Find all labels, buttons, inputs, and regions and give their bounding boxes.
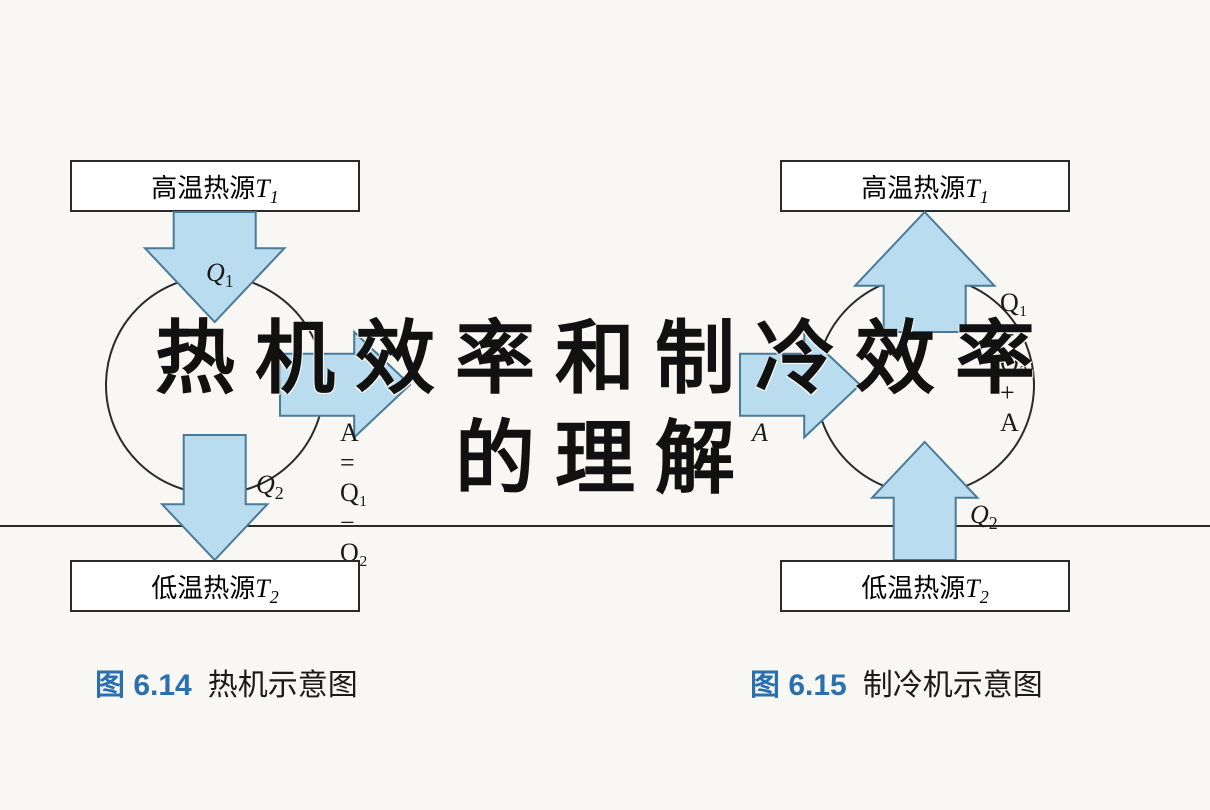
work-equation-label: A = Q₁ − Q₂	[340, 418, 368, 568]
hot-reservoir-box: 高温热源T1	[780, 160, 1070, 212]
hot-T-sub: 1	[270, 187, 279, 207]
cold-T: T	[965, 574, 979, 603]
cold-T-sub: 2	[270, 587, 279, 607]
hot-T: T	[255, 174, 269, 203]
q2-arrow-down	[162, 435, 267, 560]
cold-T-sub: 2	[980, 587, 989, 607]
hot-reservoir-box: 高温热源T1	[70, 160, 360, 212]
cold-reservoir-box: 低温热源T2	[780, 560, 1070, 612]
q2-arrow-up	[872, 442, 977, 560]
cold-reservoir-label: 低温热源	[861, 574, 965, 603]
right-fignum: 图 6.15	[750, 669, 847, 702]
cold-reservoir-label: 低温热源	[151, 574, 255, 603]
q2-label: Q2	[256, 470, 284, 504]
q1-label: Q1	[206, 258, 234, 292]
q2-label: Q2	[970, 500, 998, 534]
cold-reservoir-box: 低温热源T2	[70, 560, 360, 612]
left-fignum: 图 6.14	[95, 669, 192, 702]
hot-T-sub: 1	[980, 187, 989, 207]
work-label: A	[752, 418, 768, 448]
left-caption: 图 6.14 热机示意图	[95, 660, 358, 704]
cold-T: T	[255, 574, 269, 603]
right-caption-text: 制冷机示意图	[863, 669, 1043, 702]
hot-reservoir-label: 高温热源	[151, 174, 255, 203]
q1-equation-label: Q₁ = Q₂ + A	[1000, 288, 1028, 438]
right-caption: 图 6.15 制冷机示意图	[750, 660, 1043, 704]
hot-reservoir-label: 高温热源	[861, 174, 965, 203]
hot-T: T	[965, 174, 979, 203]
left-caption-text: 热机示意图	[208, 669, 358, 702]
q1-arrow-up	[855, 212, 994, 332]
